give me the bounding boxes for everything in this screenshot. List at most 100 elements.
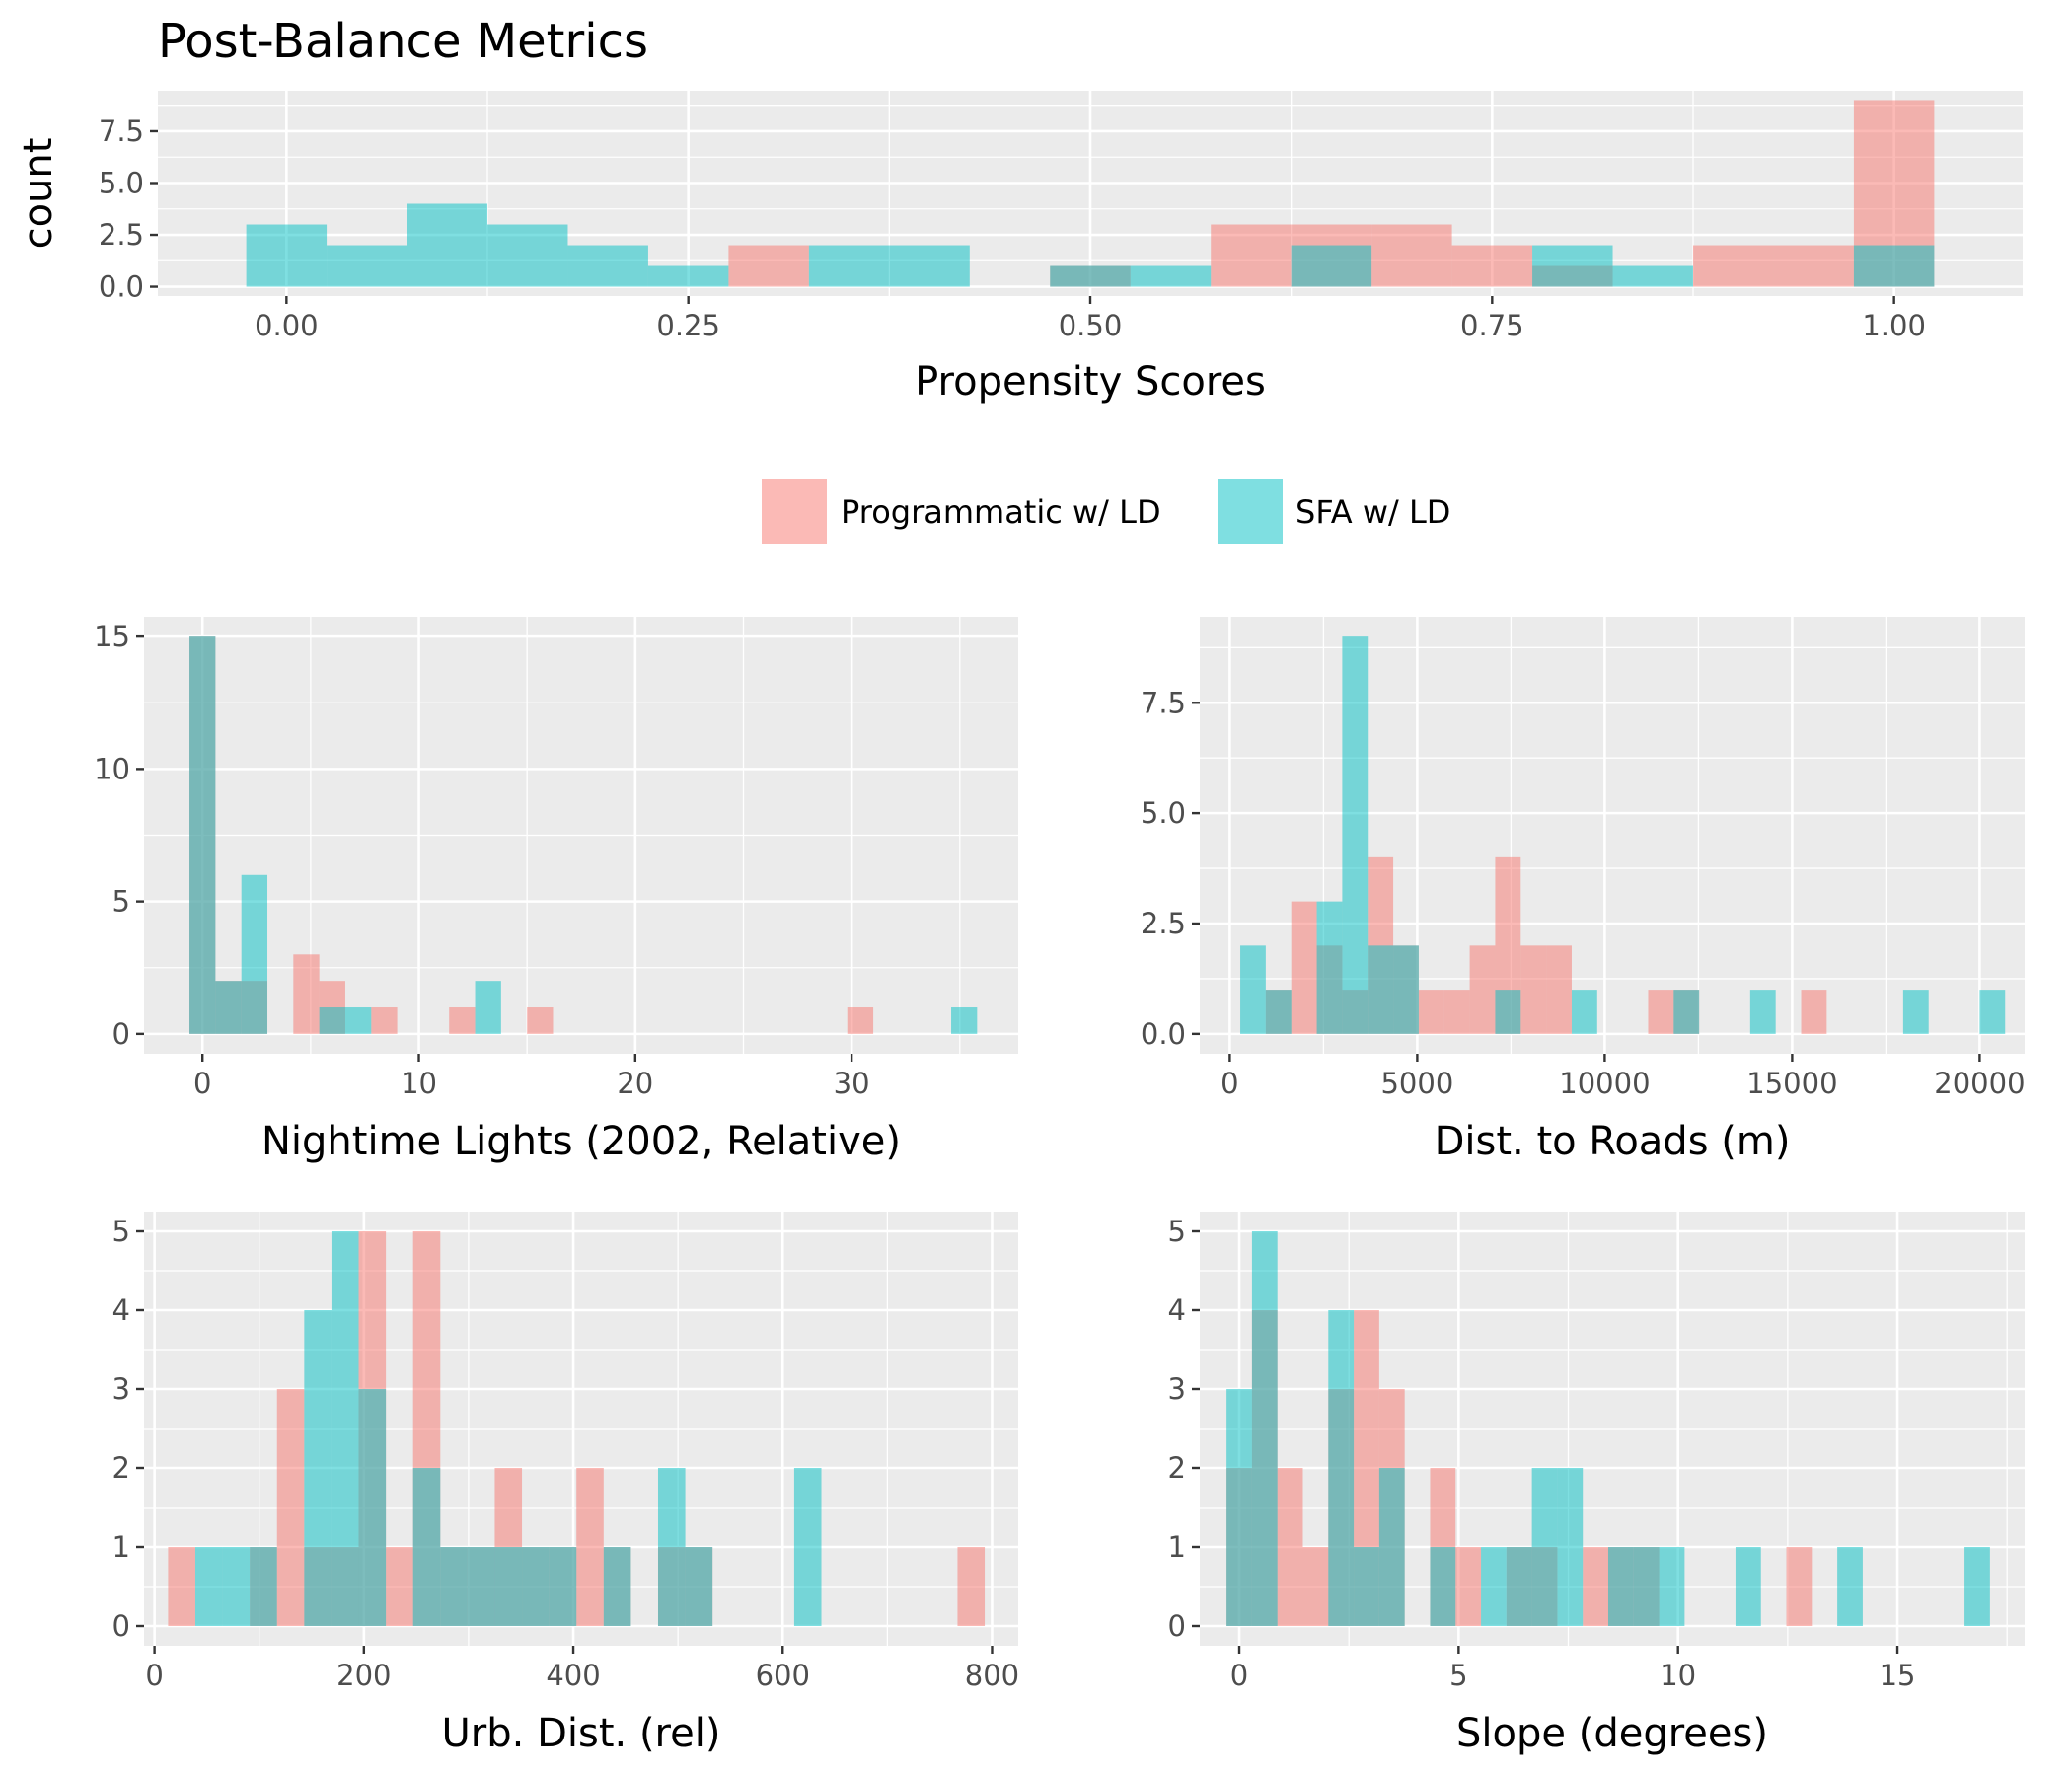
histogram-bar [1520, 945, 1547, 1034]
x-axis-label: Urb. Dist. (rel) [442, 1711, 721, 1756]
histogram-bar [951, 1007, 978, 1034]
x-tick-label: 400 [546, 1659, 600, 1692]
histogram-bar [1291, 901, 1317, 1034]
x-tick-label: 0.50 [1059, 309, 1123, 342]
histogram-bar [1371, 224, 1452, 287]
histogram-bar [808, 245, 890, 287]
histogram-bar [304, 1310, 332, 1626]
histogram-bar [1735, 1547, 1761, 1626]
histogram-bar [386, 1547, 413, 1626]
histogram-bar [1265, 990, 1292, 1034]
x-tick-label: 20 [617, 1067, 653, 1100]
histogram-bar [250, 1547, 277, 1626]
histogram-bar [1837, 1547, 1863, 1626]
histogram-bar [1393, 945, 1419, 1034]
histogram-bar [1786, 1547, 1813, 1626]
y-tick-label: 15 [94, 620, 130, 653]
y-tick-label: 2 [1168, 1451, 1186, 1485]
x-tick-label: 0 [193, 1067, 211, 1100]
y-tick-label: 7.5 [99, 114, 144, 148]
histogram-bar [331, 1231, 359, 1626]
histogram-bar [344, 1007, 372, 1034]
histogram-bar [1902, 990, 1929, 1034]
x-axis-label: Dist. to Roads (m) [1435, 1119, 1791, 1164]
histogram-bar [293, 954, 320, 1034]
histogram-bar [1583, 1547, 1608, 1626]
y-tick-label: 10 [94, 752, 130, 785]
histogram-bar [371, 1007, 398, 1034]
histogram-bar [1801, 990, 1827, 1034]
histogram-bar [1659, 1547, 1685, 1626]
histogram-bar [567, 245, 648, 287]
x-axis-label: Slope (degrees) [1456, 1711, 1768, 1756]
histogram-bar [1291, 245, 1372, 287]
y-tick-label: 2 [112, 1451, 130, 1485]
propensity-scores-histogram: 0.00 0.25 0.50 0.75 1.00 0.0 2.5 5.0 7.5 Propensi… [16, 91, 2023, 405]
x-tick-label: 600 [756, 1659, 810, 1692]
histogram-bar [241, 874, 268, 1034]
histogram-bar [1251, 1231, 1278, 1626]
histogram-bar [1546, 945, 1572, 1034]
legend-label-programmatic: Programmatic w/ LD [841, 493, 1161, 531]
x-tick-label: 0.75 [1460, 309, 1524, 342]
histogram-bar [576, 1468, 604, 1626]
histogram-bar [1853, 245, 1935, 287]
histogram-bar [1130, 265, 1212, 287]
x-tick-label: 30 [834, 1067, 870, 1100]
histogram-bar [728, 245, 809, 287]
y-axis-label: count [16, 138, 61, 250]
histogram-bar [1354, 1547, 1379, 1626]
chart-title: Post-Balance Metrics [158, 14, 648, 69]
histogram-bar [603, 1547, 631, 1626]
legend-key-programmatic [762, 479, 827, 544]
histogram-bar [1506, 1547, 1532, 1626]
slope-histogram: 0 5 10 15 0 1 2 3 4 5 Slope (degrees) [1168, 1212, 2025, 1756]
y-tick-label: 0.0 [99, 270, 144, 304]
y-tick-label: 3 [1168, 1372, 1186, 1406]
histogram-bar [1749, 990, 1776, 1034]
histogram-bar [847, 1007, 874, 1034]
histogram-bar [1532, 245, 1613, 287]
histogram-bar [647, 265, 729, 287]
x-tick-label: 1.00 [1862, 309, 1926, 342]
histogram-bar [793, 1468, 822, 1626]
histogram-bar [1430, 1547, 1456, 1626]
y-tick-label: 2.5 [1141, 907, 1186, 940]
histogram-bar [1368, 945, 1394, 1034]
histogram-bar [1571, 990, 1597, 1034]
histogram-bar [1328, 1310, 1355, 1626]
histogram-bar [527, 1007, 554, 1034]
histogram-bar [1316, 901, 1343, 1034]
histogram-bar [215, 981, 242, 1034]
y-tick-label: 5 [112, 885, 130, 919]
y-tick-label: 0.0 [1141, 1017, 1186, 1051]
histogram-bar [1979, 990, 2006, 1034]
x-tick-label: 15000 [1746, 1067, 1837, 1100]
x-tick-label: 10 [401, 1067, 437, 1100]
y-tick-label: 7.5 [1141, 686, 1186, 719]
x-tick-label: 5000 [1380, 1067, 1453, 1100]
histogram-bar [1481, 1547, 1507, 1626]
histogram-bar [1418, 990, 1444, 1034]
nightime-lights-histogram: 0 10 20 30 0 5 10 15 Nightime Lights (2002, Rela… [94, 617, 1018, 1164]
histogram-bar [1648, 990, 1674, 1034]
x-axis-label: Nightime Lights (2002, Relative) [261, 1119, 901, 1164]
histogram-bar [1557, 1468, 1584, 1626]
dist-to-roads-histogram: 0 5000 10000 15000 20000 0.0 2.5 5.0 7.5 Dist. to… [1141, 617, 2026, 1164]
x-tick-label: 0 [1230, 1659, 1248, 1692]
histogram-bar [1443, 990, 1470, 1034]
histogram-bar [522, 1547, 550, 1626]
histogram-bar [1469, 945, 1496, 1034]
histogram-bar [1692, 245, 1774, 287]
legend: Programmatic w/ LD SFA w/ LD [762, 479, 1450, 544]
histogram-bar [685, 1547, 713, 1626]
x-tick-label: 0.00 [255, 309, 319, 342]
histogram-bar [1531, 1468, 1558, 1626]
histogram-bar [889, 245, 970, 287]
histogram-bar [1226, 1389, 1252, 1626]
histogram-bar [1964, 1547, 1990, 1626]
legend-key-sfa [1218, 479, 1283, 544]
y-tick-label: 4 [1168, 1294, 1186, 1327]
histogram-bar [1455, 1547, 1482, 1626]
